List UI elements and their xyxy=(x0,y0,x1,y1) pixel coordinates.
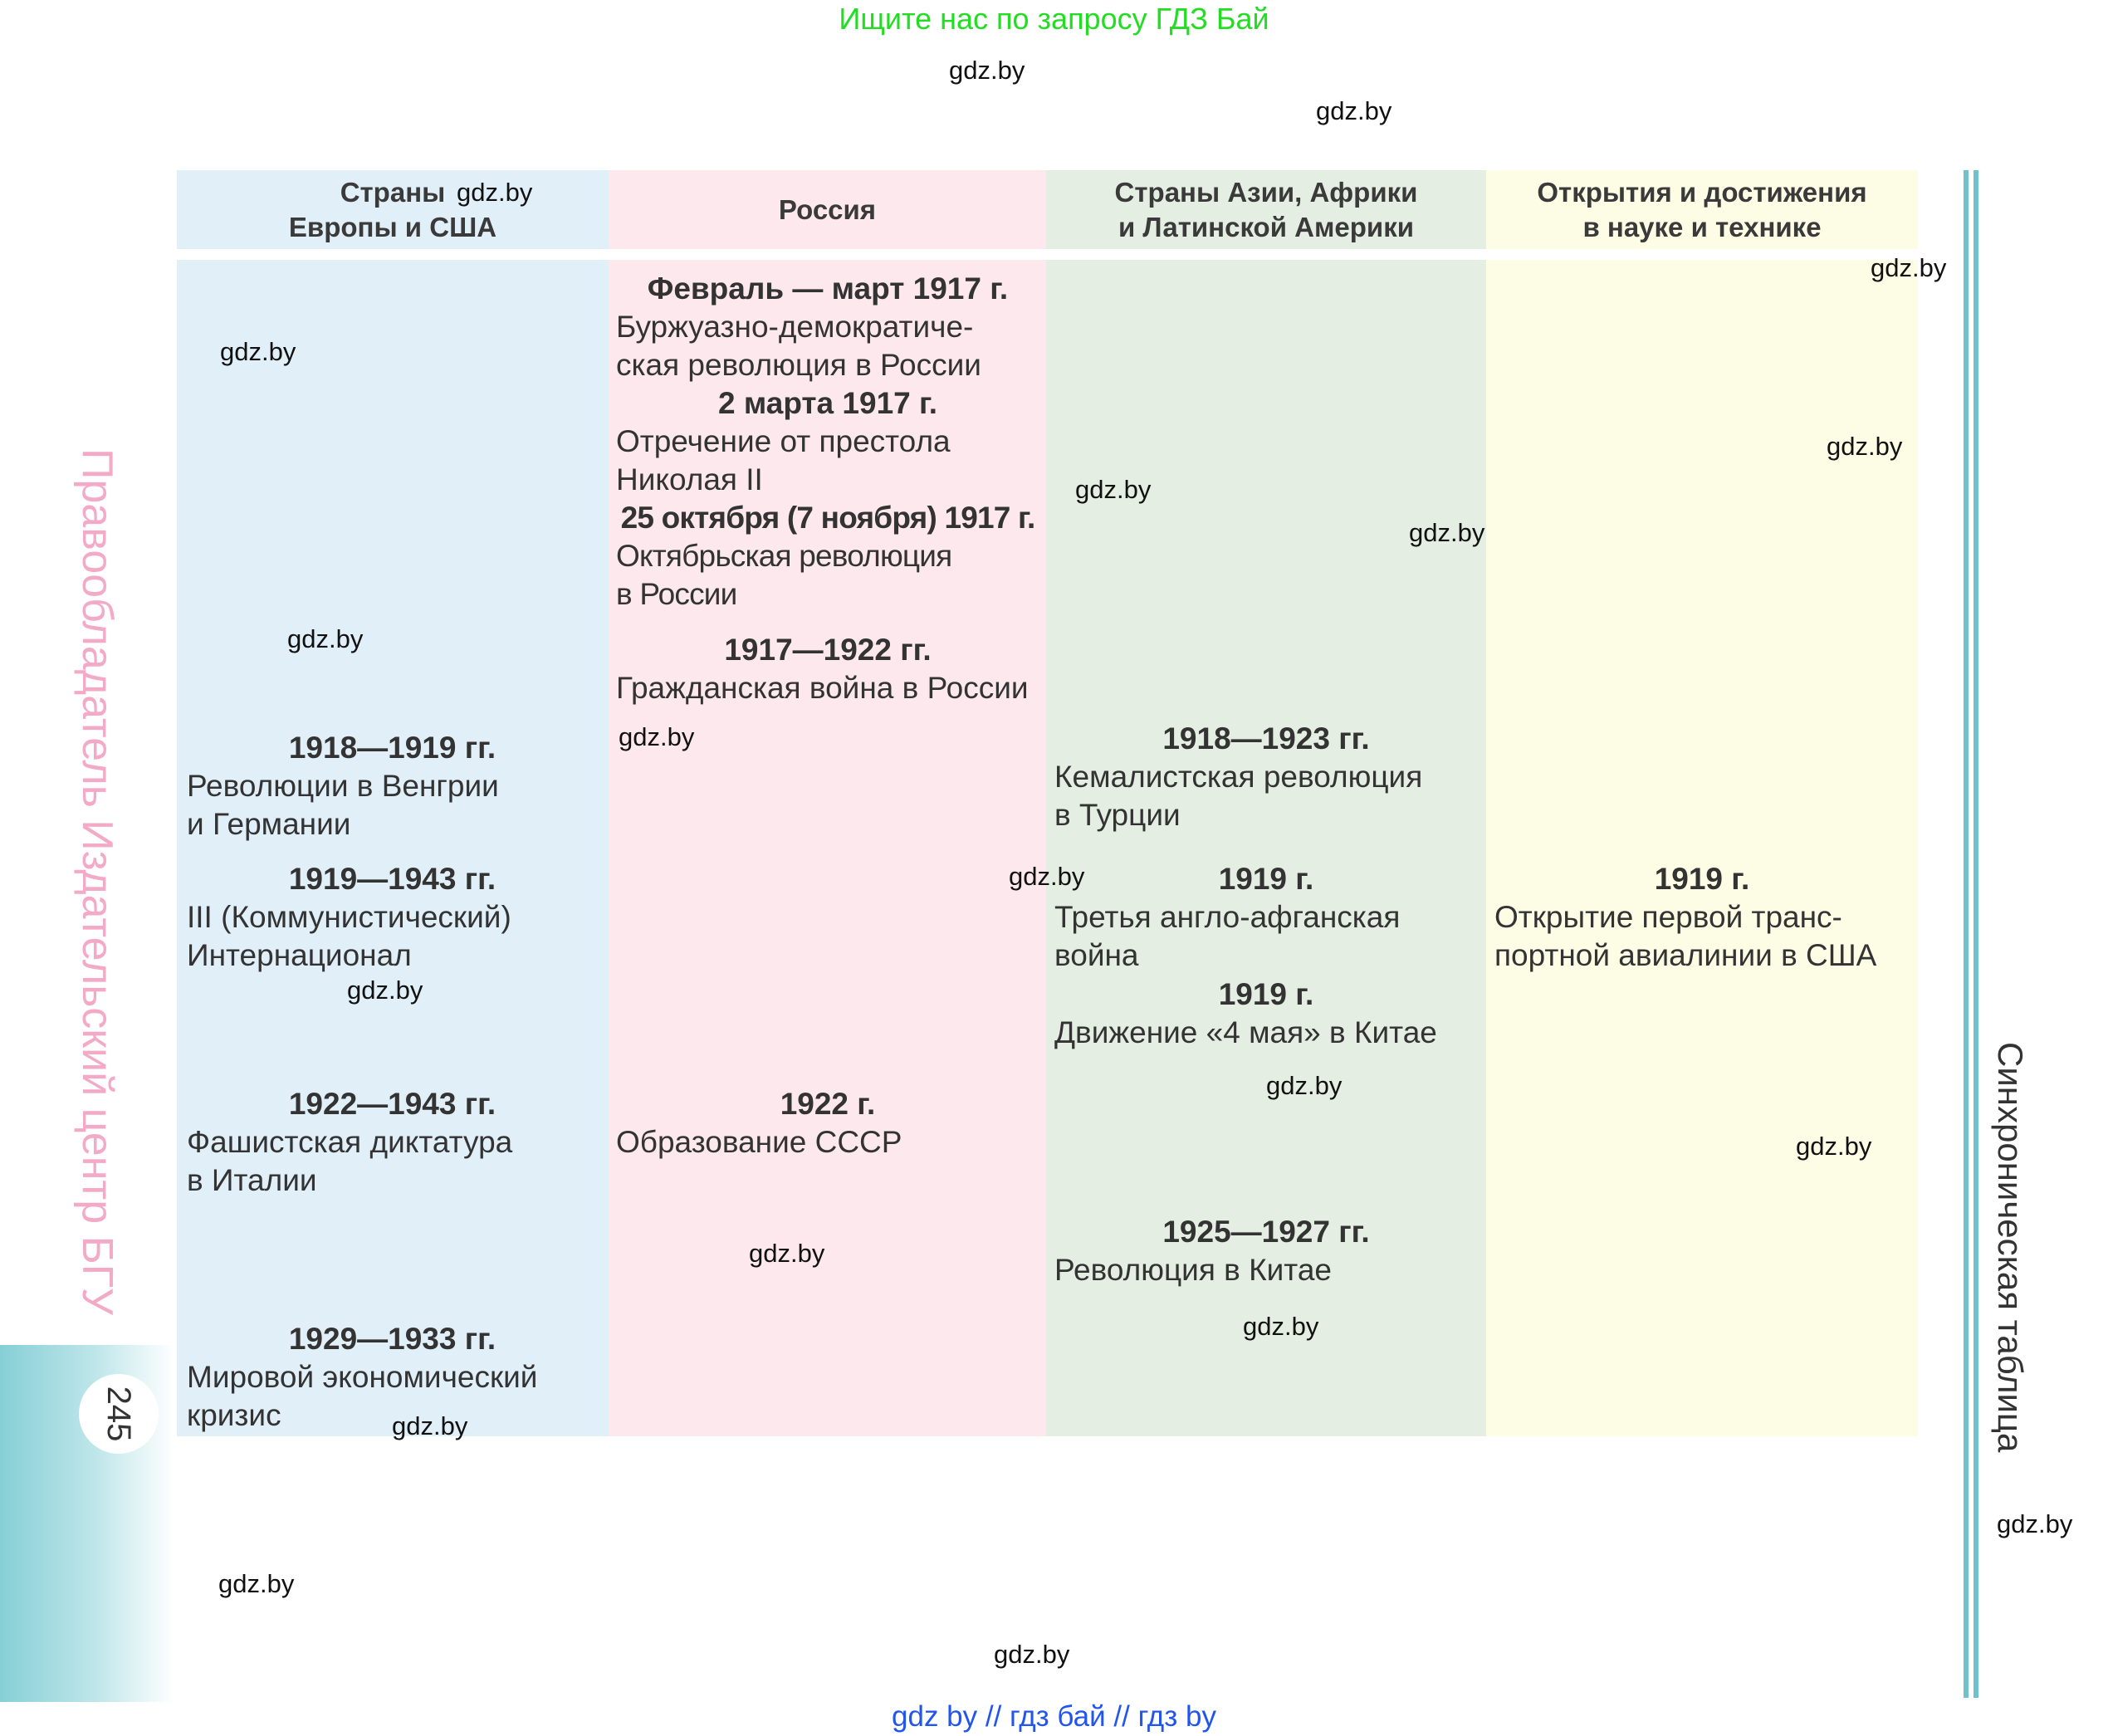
col-bg-asia-header xyxy=(1046,170,1486,249)
watermark: gdz.by xyxy=(457,178,533,207)
watermark: gdz.by xyxy=(1796,1132,1872,1161)
watermark: gdz.by xyxy=(218,1569,295,1598)
col-bg-russia-header xyxy=(609,170,1046,249)
watermark: gdz.by xyxy=(949,56,1025,85)
header-europe-usa: Страны Европы и США xyxy=(288,176,497,242)
asia-entry: 1919 г. Движение «4 мая» в Китае xyxy=(1054,977,1437,1049)
science-entry: 1919 г. Открытие первой транс- портной а… xyxy=(1494,862,1877,972)
watermark: gdz.by xyxy=(347,976,423,1005)
col-bg-russia xyxy=(609,260,1046,1436)
bottom-links[interactable]: gdz by // гдз бай // гдз by xyxy=(892,1700,1216,1733)
europe-entry: 1929—1933 гг. Мировой экономический криз… xyxy=(187,1322,538,1432)
asia-entry: 1918—1923 гг. Кемалистская революция в Т… xyxy=(1054,721,1423,832)
header-asia-africa: Страны Азии, Африки и Латинской Америки xyxy=(1114,176,1418,242)
col-bg-europe xyxy=(177,260,609,1436)
col-bg-science-header xyxy=(1486,170,1918,249)
russia-entry: 2 марта 1917 г. Отречение от престола Ни… xyxy=(616,386,951,496)
russia-entry: 1922 г. Образование СССР xyxy=(616,1087,902,1159)
watermark: gdz.by xyxy=(749,1239,825,1268)
right-rule-inner xyxy=(1973,170,1978,1698)
watermark: gdz.by xyxy=(994,1640,1070,1669)
page-number-circle xyxy=(79,1374,159,1454)
header-russia: Россия xyxy=(778,193,877,225)
watermark: gdz.by xyxy=(1243,1312,1319,1341)
watermark: gdz.by xyxy=(1009,862,1085,891)
watermark: gdz.by xyxy=(1075,475,1152,504)
russia-entry: Февраль — март 1917 г. Буржуазно-демокра… xyxy=(616,271,1009,382)
watermark: gdz.by xyxy=(1266,1071,1343,1100)
watermark: gdz.by xyxy=(1316,96,1392,125)
watermark: gdz.by xyxy=(1871,253,1947,282)
europe-entry: 1919—1943 гг. III (Коммунистический) Инт… xyxy=(187,862,511,972)
watermark: gdz.by xyxy=(220,337,296,366)
watermark: gdz.by xyxy=(392,1411,468,1440)
right-rule-outer xyxy=(1964,170,1969,1698)
watermark: gdz.by xyxy=(287,624,364,653)
col-bg-asia xyxy=(1046,260,1486,1436)
top-banner: Ищите нас по запросу ГДЗ Бай xyxy=(839,2,1269,36)
watermark: gdz.by xyxy=(1409,518,1485,547)
header-science: Открытия и достижения в науке и технике xyxy=(1537,176,1867,242)
watermark: gdz.by xyxy=(1997,1509,2073,1538)
publisher-label: Правообладатель Издательский центр БГУ xyxy=(73,448,121,1315)
europe-entry: 1922—1943 гг. Фашистская диктатура в Ита… xyxy=(187,1087,513,1197)
asia-entry: 1925—1927 гг. Революция в Китае xyxy=(1054,1215,1370,1287)
synchronic-table-title: Синхроническая таблица xyxy=(1991,1042,2030,1453)
asia-entry: 1919 г. Третья англо-афганская война xyxy=(1054,862,1401,972)
col-bg-europe-header xyxy=(177,170,609,249)
page-number: 245 xyxy=(100,1386,138,1442)
russia-entry: 1917—1922 гг. Гражданская война в России xyxy=(616,633,1029,705)
russia-entry: 25 октября (7 ноября) 1917 г. Октябрьска… xyxy=(616,501,1035,611)
watermark: gdz.by xyxy=(1827,432,1903,461)
watermark: gdz.by xyxy=(619,722,695,751)
col-bg-science xyxy=(1486,260,1918,1436)
europe-entry: 1918—1919 гг. Революции в Венгрии и Герм… xyxy=(187,731,499,841)
